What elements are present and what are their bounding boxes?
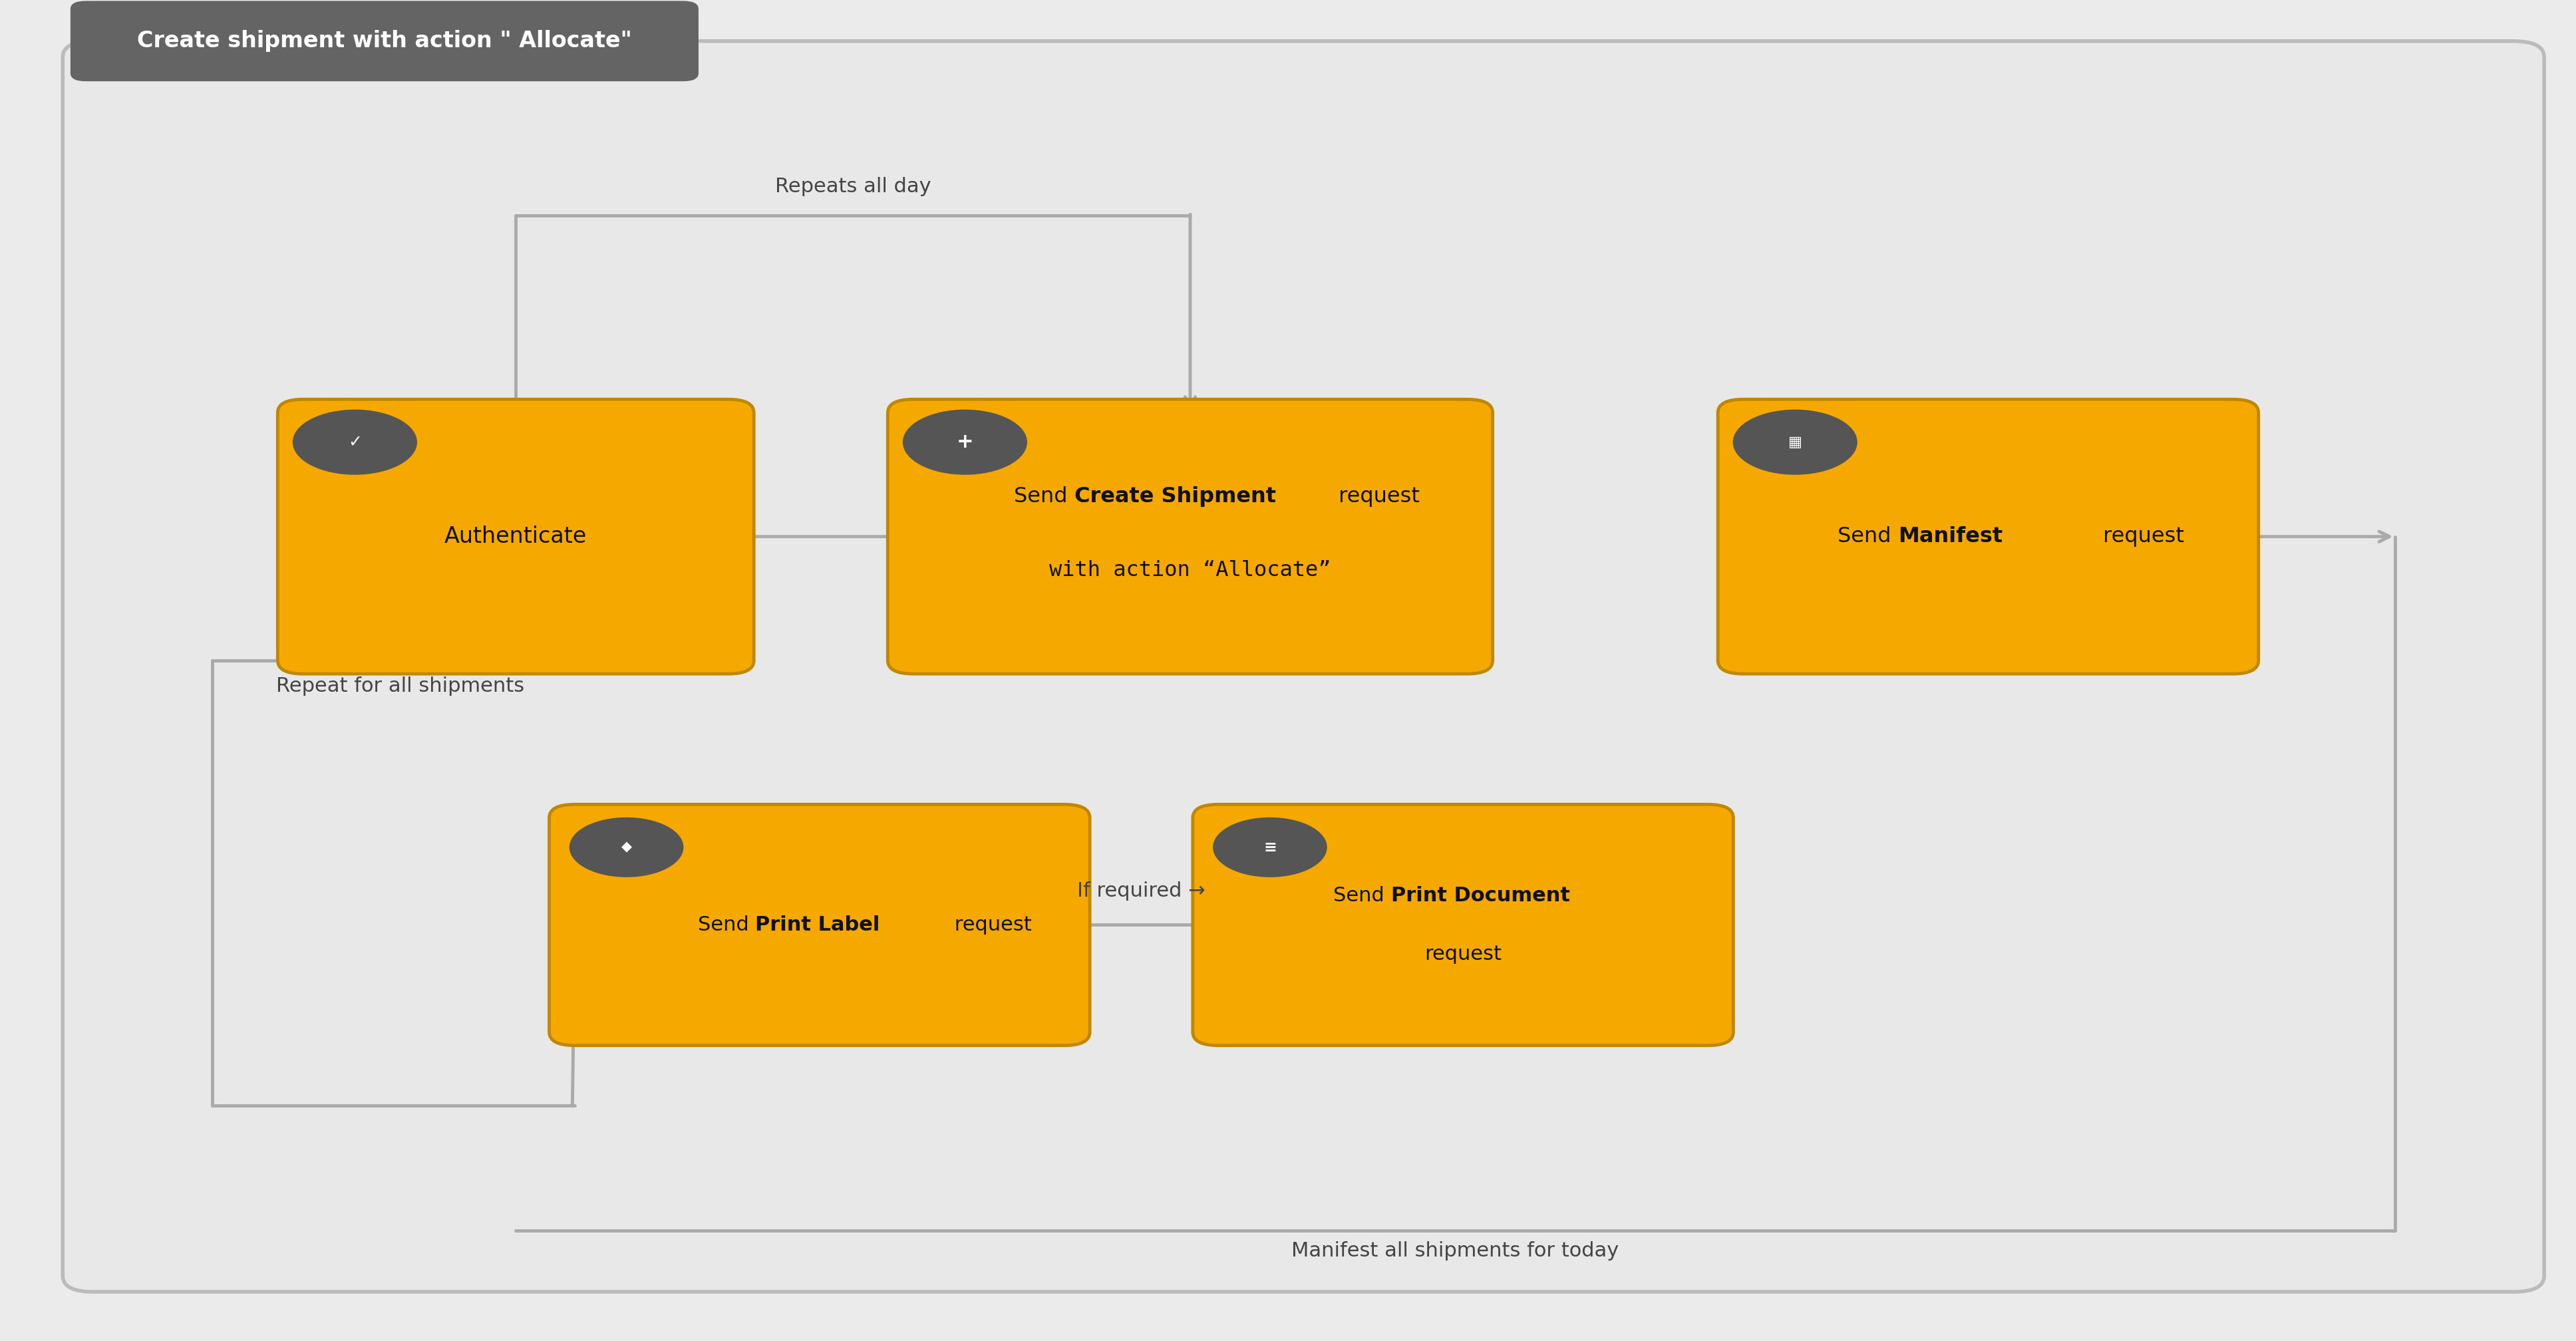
- Text: ▦: ▦: [1788, 436, 1803, 449]
- Text: ◆: ◆: [621, 841, 631, 854]
- Circle shape: [1734, 410, 1857, 475]
- Text: Send: Send: [1015, 485, 1074, 507]
- Circle shape: [569, 818, 683, 877]
- Text: request: request: [948, 916, 1033, 935]
- Text: Send: Send: [1837, 526, 1899, 547]
- FancyBboxPatch shape: [62, 42, 2545, 1291]
- Text: Create shipment with action " Allocate": Create shipment with action " Allocate": [137, 30, 631, 52]
- FancyBboxPatch shape: [549, 805, 1090, 1046]
- FancyBboxPatch shape: [278, 400, 755, 673]
- FancyBboxPatch shape: [1718, 400, 2259, 673]
- Text: Authenticate: Authenticate: [446, 526, 587, 547]
- FancyBboxPatch shape: [70, 1, 698, 82]
- Text: Print Document: Print Document: [1391, 886, 1569, 905]
- FancyBboxPatch shape: [889, 400, 1492, 673]
- Text: request: request: [1425, 945, 1502, 964]
- Text: Manifest all shipments for today: Manifest all shipments for today: [1291, 1240, 1620, 1261]
- Text: with action “Allocate”: with action “Allocate”: [1048, 559, 1332, 581]
- Circle shape: [1213, 818, 1327, 877]
- Text: request: request: [2097, 526, 2184, 547]
- Circle shape: [294, 410, 417, 475]
- Text: ✓: ✓: [348, 434, 361, 451]
- FancyBboxPatch shape: [1193, 805, 1734, 1046]
- Text: Repeats all day: Repeats all day: [775, 177, 930, 196]
- Text: request: request: [1332, 485, 1419, 507]
- Text: If required →: If required →: [1077, 881, 1206, 901]
- Text: Create Shipment: Create Shipment: [1074, 485, 1275, 507]
- Circle shape: [904, 410, 1028, 475]
- Text: Send: Send: [698, 916, 755, 935]
- Text: ≡: ≡: [1262, 839, 1278, 856]
- Text: +: +: [956, 433, 974, 452]
- Text: Repeat for all shipments: Repeat for all shipments: [276, 676, 526, 696]
- Text: Print Label: Print Label: [755, 916, 881, 935]
- Text: Send: Send: [1334, 886, 1391, 905]
- Text: Manifest: Manifest: [1899, 526, 2002, 547]
